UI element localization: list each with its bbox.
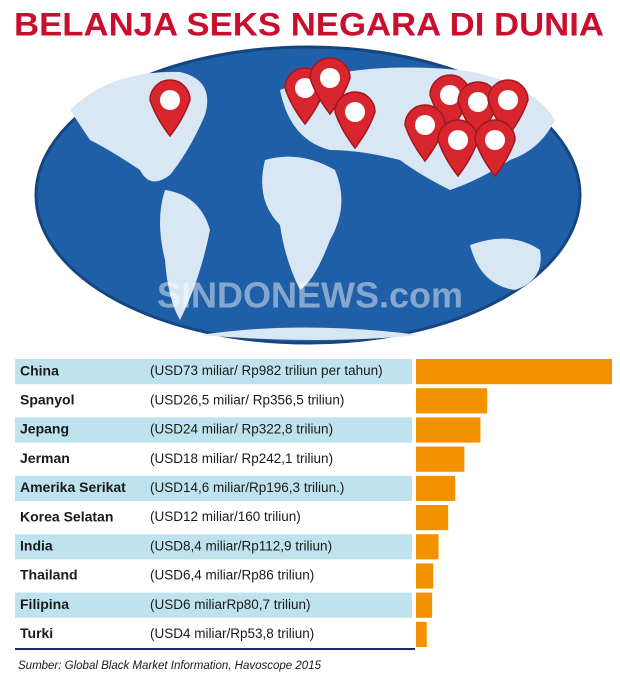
pin-hole [498,90,518,110]
pin-hole [295,78,315,98]
pin-hole [485,130,505,150]
pin [437,119,479,178]
pin-hole [468,92,488,112]
row-label: Korea Selatan [20,508,113,524]
row-band [15,592,412,618]
bar [416,475,456,501]
world-map: SINDONEWS.com [34,45,582,345]
bar [416,388,488,414]
pin-hole [320,68,340,88]
value-label: (USD6 miliarRp80,7 triliun) [150,597,311,612]
row-label: Thailand [20,567,78,583]
pin-hole [440,85,460,105]
row-band [15,359,412,385]
row-band [15,534,412,560]
table: China (USD73 miliar/ Rp982 triliun per ta… [15,359,612,647]
bar [416,359,612,385]
row-label: China [20,362,59,378]
bar [416,505,449,531]
chart-title: BELANJA SEKS NEGARA DI DUNIA [14,6,604,42]
row-band [15,475,412,501]
row-label: Spanyol [20,392,74,408]
bar [416,417,481,443]
pin [309,57,351,116]
row-band [15,417,412,443]
bar [416,563,434,589]
row-label: Filipina [20,596,69,612]
value-label: (USD12 miliar/160 triliun) [150,509,301,524]
bar [416,446,465,472]
pin-hole [160,90,180,110]
row-label: Turki [20,625,53,641]
pin [474,119,516,178]
watermark: SINDONEWS.com [157,275,463,316]
pin [429,74,471,133]
value-label: (USD4 miliar/Rp53,8 triliun) [150,626,314,641]
map-rim [34,45,582,345]
value-label: (USD24 miliar/ Rp322,8 triliun) [150,422,333,437]
value-label: (USD26,5 miliar/ Rp356,5 triliun) [150,392,344,407]
bar [416,621,427,647]
bar [416,592,433,618]
pins [149,57,529,178]
antarctica [200,327,420,340]
bar [416,534,439,560]
value-label: (USD8,4 miliar/Rp112,9 triliun) [150,538,332,553]
row-label: Jerman [20,450,70,466]
pin-hole [345,102,365,122]
row-label: India [20,538,53,554]
africa [262,156,342,290]
pin-hole [448,130,468,150]
value-label: (USD14,6 miliar/Rp196,3 triliun.) [150,480,344,495]
pin [334,91,376,150]
value-label: (USD18 miliar/ Rp242,1 triliun) [150,451,333,466]
pin [487,79,529,138]
value-label: (USD73 miliar/ Rp982 triliun per tahun) [150,363,383,378]
australia [470,238,541,290]
source: Sumber: Global Black Market Information,… [18,660,322,672]
value-label: (USD6,4 miliar/Rp86 triliun) [150,568,314,583]
row-label: Jepang [20,421,69,437]
pin-hole [415,115,435,135]
row-label: Amerika Serikat [20,479,126,495]
south-america [160,190,210,320]
pin [149,79,191,138]
